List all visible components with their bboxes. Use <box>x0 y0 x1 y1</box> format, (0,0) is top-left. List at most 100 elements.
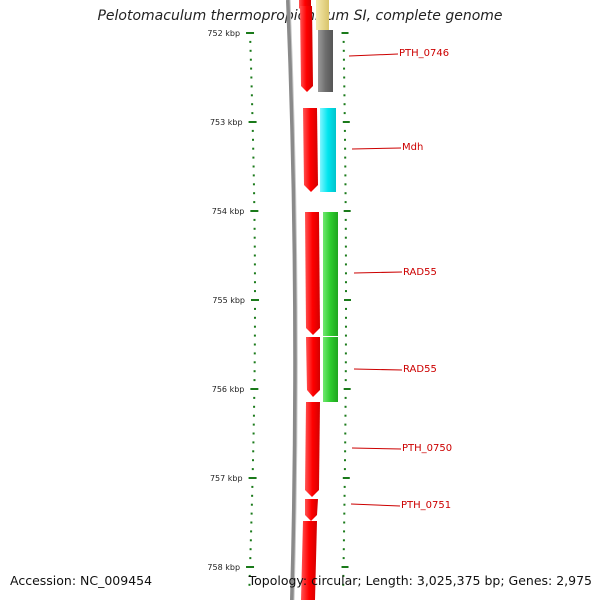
minor-tick-right <box>343 85 346 88</box>
minor-tick-right <box>342 574 345 577</box>
minor-tick-left <box>252 423 255 426</box>
minor-tick-left <box>252 183 255 186</box>
minor-tick-left <box>252 147 255 150</box>
gene-arrow-partial-bottom <box>301 521 317 600</box>
minor-tick-left <box>248 583 251 586</box>
minor-tick-right <box>344 459 347 462</box>
minor-tick-left <box>251 112 254 115</box>
minor-tick-left <box>252 432 255 435</box>
minor-tick-left <box>253 281 256 284</box>
minor-tick-left <box>253 290 256 293</box>
minor-tick-left <box>252 138 255 141</box>
major-tick-left <box>248 477 257 479</box>
gene-label-pth-0750: PTH_0750 <box>402 443 452 454</box>
minor-tick-left <box>250 530 253 533</box>
minor-tick-right <box>344 432 347 435</box>
gene-label-pth-0746: PTH_0746 <box>399 48 449 59</box>
label-leaders <box>348 53 403 507</box>
major-tick-left <box>248 121 257 123</box>
minor-tick-left <box>249 557 252 560</box>
minor-tick-right <box>344 218 347 221</box>
minor-tick-right <box>344 361 347 364</box>
minor-tick-right <box>344 227 347 230</box>
leader-pth-0750 <box>351 447 402 450</box>
minor-tick-left <box>252 450 255 453</box>
minor-tick-right <box>342 548 345 551</box>
minor-tick-left <box>253 370 256 373</box>
minor-tick-right <box>342 557 345 560</box>
minor-tick-left <box>250 94 253 97</box>
minor-tick-left <box>253 379 256 382</box>
minor-tick-right <box>342 583 345 586</box>
minor-tick-right <box>344 441 347 444</box>
minor-tick-left <box>253 192 256 195</box>
minor-tick-right <box>344 272 347 275</box>
minor-tick-left <box>253 263 256 266</box>
minor-tick-left <box>249 548 252 551</box>
gene-label-pth-0751: PTH_0751 <box>401 500 451 511</box>
minor-tick-left <box>253 254 256 257</box>
minor-tick-right <box>344 325 347 328</box>
minor-tick-left <box>252 165 255 168</box>
minor-tick-left <box>250 76 253 79</box>
major-tick-left <box>251 299 259 301</box>
major-tick-right <box>342 121 350 123</box>
minor-tick-left <box>252 441 255 444</box>
major-tick-right <box>342 477 350 479</box>
minor-tick-right <box>344 379 347 382</box>
gene-labels: PTH_0746 Mdh RAD55 RAD55 PTH_0750 PTH_07… <box>399 48 452 511</box>
minor-tick-left <box>252 174 255 177</box>
minor-tick-right <box>343 67 346 70</box>
major-tick-right <box>343 388 351 390</box>
minor-tick-left <box>251 485 254 488</box>
gene-arrow-rad55-1-forward <box>305 212 320 335</box>
leader-mdh <box>351 147 402 150</box>
minor-tick-right <box>344 370 347 373</box>
major-tick-right <box>344 299 351 301</box>
scale-label: 756 kbp <box>212 385 245 394</box>
scale-label: 754 kbp <box>212 207 245 216</box>
scale-label: 755 kbp <box>212 296 245 305</box>
leader-rad55-1 <box>353 271 403 274</box>
minor-tick-right <box>344 352 347 355</box>
accession-text: Accession: NC_009454 <box>10 573 153 588</box>
minor-tick-right <box>344 254 347 257</box>
gene-arrow-pth-0750-forward <box>305 402 320 497</box>
minor-tick-right <box>343 521 346 524</box>
minor-tick-left <box>252 156 255 159</box>
minor-tick-left <box>251 129 254 132</box>
minor-tick-right <box>343 76 346 79</box>
major-tick-left <box>246 566 255 568</box>
track-block-mdh <box>320 108 336 192</box>
track-block-partial-yellow <box>316 0 329 30</box>
minor-tick-left <box>251 468 254 471</box>
minor-tick-left <box>248 574 251 577</box>
minor-tick-left <box>253 361 256 364</box>
minor-tick-left <box>253 352 256 355</box>
minor-tick-left <box>251 103 254 106</box>
minor-tick-right <box>342 58 345 61</box>
minor-tick-left <box>253 245 256 248</box>
minor-tick-left <box>253 227 256 230</box>
minor-tick-right <box>344 192 347 195</box>
minor-tick-left <box>253 325 256 328</box>
minor-tick-left <box>250 512 253 515</box>
minor-tick-right <box>344 174 347 177</box>
minor-tick-right <box>344 450 347 453</box>
minor-tick-left <box>253 316 256 319</box>
minor-tick-left <box>249 40 252 43</box>
forward-strand-genes <box>299 0 320 600</box>
gene-label-mdh: Mdh <box>402 142 423 153</box>
minor-tick-left <box>252 414 255 417</box>
minor-tick-right <box>344 414 347 417</box>
minor-tick-left <box>253 343 256 346</box>
leader-pth-0751 <box>350 503 401 507</box>
scale-label: 758 kbp <box>207 563 240 572</box>
minor-tick-right <box>344 334 347 337</box>
minor-tick-right <box>344 316 347 319</box>
minor-tick-right <box>344 245 347 248</box>
gene-label-rad55-2: RAD55 <box>403 364 437 375</box>
minor-tick-right <box>344 307 347 310</box>
minor-tick-left <box>253 218 256 221</box>
